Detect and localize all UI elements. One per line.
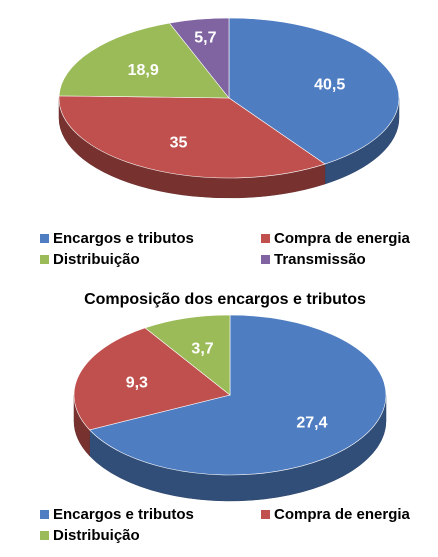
slice-value-transmissao: 5,7: [194, 30, 216, 47]
slice-value-encargos-e-tributos: 40,5: [314, 76, 345, 93]
legend-label-transmissao: Transmissão: [274, 251, 366, 268]
pie-chart-tax-composition: 27,4 9,3 3,7: [73, 314, 387, 502]
pie-slice-compra-de-energia: [58, 95, 326, 179]
legend-swatch-encargos-e-tributos: [40, 234, 49, 243]
slice-value-compra-de-energia: 35: [170, 135, 188, 152]
slice-value-encargos-e-tributos: 27,4: [296, 414, 327, 431]
legend-tax-composition: Encargos e tributos Compra de energia Dist…: [40, 506, 411, 544]
legend-label-compra-de-energia: Compra de energia: [274, 230, 411, 247]
legend-label-compra-de-energia: Compra de energia: [274, 506, 411, 523]
legend-swatch-distribuicao: [40, 255, 49, 264]
legend-swatch-compra-de-energia: [261, 510, 270, 519]
legend-label-distribuicao: Distribuição: [53, 251, 140, 268]
legend-label-distribuicao: Distribuição: [53, 527, 140, 544]
legend-label-encargos-e-tributos: Encargos e tributos: [53, 230, 194, 247]
slice-value-compra-de-energia: 9,3: [126, 375, 148, 392]
slice-value-distribuicao: 18,9: [128, 62, 159, 79]
pie-slice-transmissao: [168, 17, 230, 99]
legend-cost-composition: Encargos e tributos Compra de energia Dist…: [40, 230, 411, 268]
legend-swatch-encargos-e-tributos: [40, 510, 49, 519]
pie-slice-distribuicao: [144, 314, 231, 396]
legend-swatch-distribuicao: [40, 531, 49, 540]
legend-label-encargos-e-tributos: Encargos e tributos: [53, 506, 194, 523]
chart-title-tax-composition: Composição dos encargos e tributos: [84, 291, 366, 308]
pie-chart-cost-composition: 40,5 35 18,9 5,7: [58, 17, 400, 199]
pie-slice-distribuicao: [58, 22, 230, 99]
legend-swatch-transmissao: [261, 255, 270, 264]
slice-value-distribuicao: 3,7: [191, 340, 213, 357]
pie-slice-compra-de-energia: [73, 327, 231, 431]
legend-swatch-compra-de-energia: [261, 234, 270, 243]
pie-slice-encargos-e-tributos: [89, 314, 387, 476]
pie-slice-encargos-e-tributos: [228, 17, 400, 165]
